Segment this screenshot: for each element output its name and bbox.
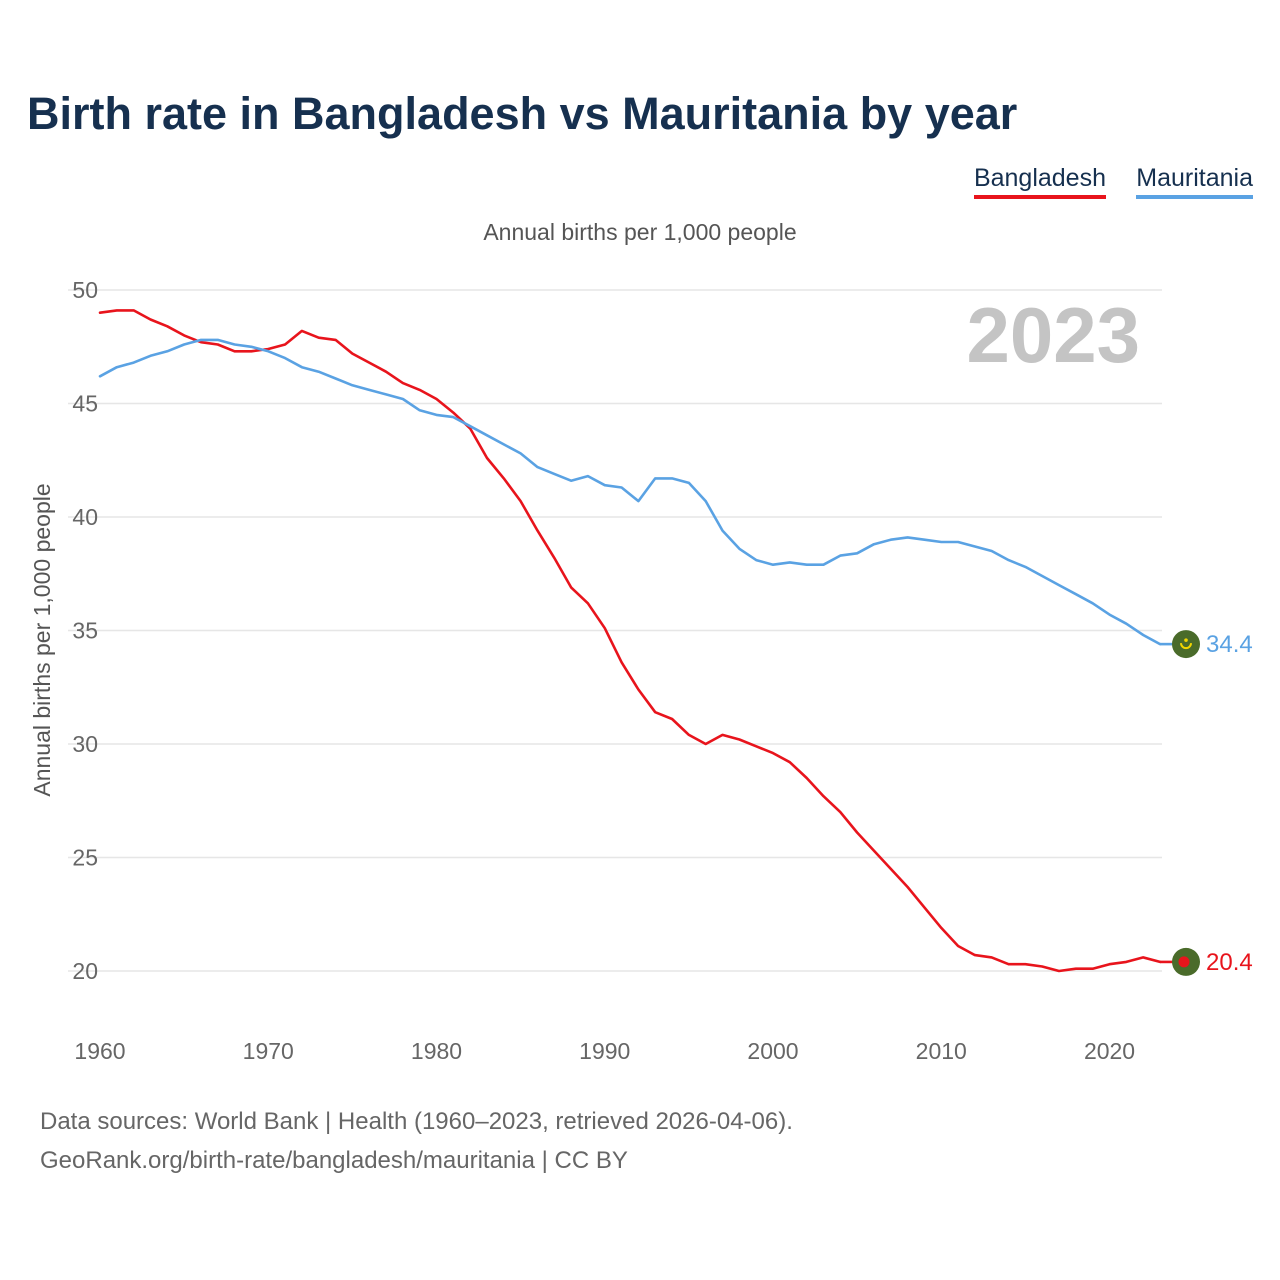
- legend-item-bangladesh[interactable]: Bangladesh: [973, 164, 1106, 199]
- series-line-bangladesh: [98, 309, 1162, 973]
- axis-ticks: 20 25 30 35 40 45 50 1960 1970 1980 1990 2000 2010 20…: [72, 277, 1135, 1064]
- end-value-label-mauritania: 34.4: [1206, 631, 1253, 658]
- flag-marker-mauritania: [1172, 630, 1200, 659]
- flag-emblem: [1178, 956, 1190, 968]
- chart-subtitle: Annual births per 1,000 people: [483, 219, 796, 245]
- y-tick-label: 25: [72, 845, 98, 871]
- series-lines: [98, 309, 1176, 973]
- source-url: GeoRank.org/birth-rate/bangladesh/maurit…: [40, 1147, 628, 1174]
- y-tick-label: 20: [72, 958, 98, 984]
- gridlines: [68, 289, 1162, 972]
- x-tick-label: 1990: [579, 1038, 630, 1064]
- flag-star: [1184, 638, 1188, 642]
- year-watermark: 2023: [966, 291, 1140, 379]
- x-tick-label: 1980: [411, 1038, 462, 1064]
- chart-title: Birth rate in Bangladesh vs Mauritania b…: [27, 88, 1018, 139]
- y-tick-label: 40: [72, 504, 98, 530]
- y-axis-title: Annual births per 1,000 people: [29, 483, 55, 796]
- series-line-mauritania: [98, 338, 1162, 646]
- x-tick-label: 2020: [1084, 1038, 1135, 1064]
- flag-marker-bangladesh: [1172, 947, 1200, 976]
- y-tick-label: 50: [72, 277, 98, 303]
- data-sources-note: Data sources: World Bank | Health (1960–…: [40, 1108, 793, 1135]
- x-tick-label: 2010: [916, 1038, 967, 1064]
- legend-item-mauritania[interactable]: Mauritania: [1136, 164, 1253, 199]
- end-value-label-bangladesh: 20.4: [1206, 949, 1253, 976]
- y-tick-label: 45: [72, 391, 98, 417]
- x-tick-label: 1970: [243, 1038, 294, 1064]
- flag-disc: [1172, 630, 1200, 659]
- y-tick-label: 35: [72, 618, 98, 644]
- x-tick-label: 1960: [74, 1038, 125, 1064]
- y-tick-label: 30: [72, 731, 98, 757]
- flag-emblem: [1180, 642, 1192, 650]
- end-markers: 20.4 34.4: [1172, 630, 1253, 976]
- x-tick-label: 2000: [747, 1038, 798, 1064]
